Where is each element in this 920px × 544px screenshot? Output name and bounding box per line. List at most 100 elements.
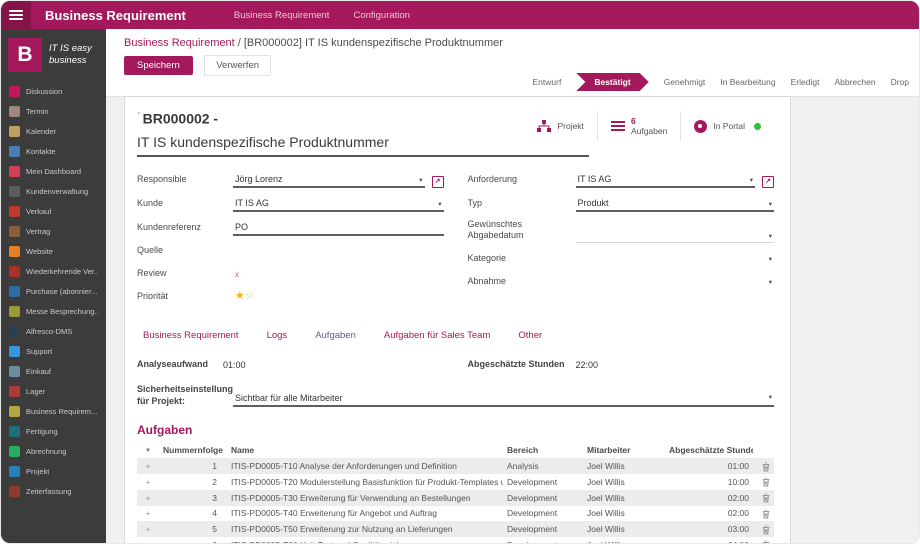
- drag-handle-icon[interactable]: +: [145, 524, 151, 535]
- status-step-drop[interactable]: Drop: [890, 77, 909, 87]
- sidebar-item-verkauf[interactable]: Verkauf: [1, 201, 106, 221]
- sidebar-item-abrechnung[interactable]: Abrechnung: [1, 441, 106, 461]
- chevron-down-icon[interactable]: ▾: [768, 279, 772, 287]
- field-value[interactable]: x: [233, 266, 444, 282]
- stat-label: Projekt: [557, 121, 584, 132]
- field-value[interactable]: IT IS AG ▾: [575, 171, 755, 188]
- sidebar-item-support[interactable]: Support: [1, 341, 106, 361]
- sidebar-item-kalender[interactable]: Kalender: [1, 121, 106, 141]
- field-value[interactable]: [233, 243, 444, 259]
- column-header-mitarbeiter[interactable]: Mitarbeiter: [587, 445, 631, 456]
- table-row[interactable]: +5 ITIS-PD0005-T50 Erweiterung zur Nutzun…: [137, 521, 774, 538]
- delete-row-icon[interactable]: [753, 474, 774, 490]
- status-step-abbrechen[interactable]: Abbrechen: [834, 77, 876, 87]
- star-empty-icon[interactable]: ☆: [244, 289, 255, 302]
- field-value[interactable]: ★ ☆: [233, 289, 444, 305]
- field-value[interactable]: Produkt ▾: [575, 195, 774, 212]
- drag-handle-icon[interactable]: +: [145, 492, 151, 503]
- company-logo[interactable]: B IT IS easy business: [1, 29, 106, 78]
- chevron-down-icon[interactable]: ▾: [768, 233, 772, 241]
- status-step-genehmigt[interactable]: Genehmigt: [663, 77, 706, 87]
- task-hours: 04:00: [665, 537, 753, 543]
- portal-stat-button[interactable]: In Portal: [680, 111, 774, 142]
- table-row[interactable]: +3 ITIS-PD0005-T30 Erweiterung für Verwen…: [137, 489, 774, 506]
- field-gewünschtes-abgabedatum: Gewünschtes Abgabedatum ▾: [468, 219, 774, 244]
- sidebar-item-zeiterfassung[interactable]: Zeiterfassung: [1, 481, 106, 501]
- tab-other[interactable]: Other: [518, 329, 543, 341]
- sort-indicator-icon[interactable]: ▾: [146, 447, 150, 455]
- menu-configuration[interactable]: Configuration: [353, 9, 410, 21]
- drag-handle-icon[interactable]: +: [145, 476, 151, 487]
- menu-business-requirement[interactable]: Business Requirement: [233, 9, 330, 21]
- delete-row-icon[interactable]: [753, 490, 774, 506]
- field-value[interactable]: ▾: [576, 273, 775, 289]
- status-step-erledigt[interactable]: Erledigt: [790, 77, 820, 87]
- task-name: ITIS-PD0005-T60 Unit-Test und Qualitätss…: [227, 537, 503, 543]
- column-header-abgeschätzte-stunden[interactable]: Abgeschätzte Stunden: [669, 445, 753, 456]
- star-filled-icon[interactable]: ★: [235, 289, 245, 302]
- column-header-nummernfolge[interactable]: Nummernfolge: [163, 445, 223, 456]
- delete-row-icon[interactable]: [753, 521, 774, 537]
- delete-row-icon[interactable]: [753, 458, 774, 474]
- column-header-bereich[interactable]: Bereich: [507, 445, 539, 456]
- field-value[interactable]: IT IS AG ▾: [233, 195, 444, 212]
- sidebar-item-website[interactable]: Website: [1, 241, 106, 261]
- field-responsible: Responsible Jörg Lorenz ▾ ↗: [137, 171, 444, 188]
- tab-aufgaben-für-sales-team[interactable]: Aufgaben für Sales Team: [383, 329, 491, 341]
- sidebar-item-mein-dashboard[interactable]: Mein Dashboard: [1, 161, 106, 181]
- sidebar-item-alfresco-dms[interactable]: Alfresco-DMS: [1, 321, 106, 341]
- stat-buttons: Projekt 6 Aufgaben In Portal: [524, 111, 774, 142]
- chevron-down-icon[interactable]: ▾: [768, 200, 772, 208]
- apps-menu-icon[interactable]: [1, 1, 31, 29]
- tab-aufgaben[interactable]: Aufgaben: [315, 329, 356, 341]
- status-step-in-bearbeitung[interactable]: In Bearbeitung: [720, 77, 776, 87]
- tab-business-requirement[interactable]: Business Requirement: [143, 329, 239, 341]
- chevron-down-icon[interactable]: ▾: [768, 394, 772, 402]
- tab-logs[interactable]: Logs: [266, 329, 288, 341]
- table-row[interactable]: +1 ITIS-PD0005-T10 Analyse der Anforderun…: [137, 458, 774, 475]
- column-header-name[interactable]: Name: [231, 445, 255, 456]
- status-step-entwurf[interactable]: Entwurf: [532, 77, 562, 87]
- project-stat-button[interactable]: Projekt: [524, 111, 596, 141]
- external-link-icon[interactable]: ↗: [431, 175, 444, 188]
- sidebar-item-kontakte[interactable]: Kontakte: [1, 141, 106, 161]
- top-bar: Business Requirement Business Requiremen…: [1, 1, 919, 29]
- tasks-stat-button[interactable]: 6 Aufgaben: [596, 111, 680, 142]
- field-value[interactable]: ▾: [576, 250, 775, 266]
- delete-row-icon[interactable]: [753, 506, 774, 522]
- sidebar-item-wiederkehrende-ver[interactable]: Wiederkehrende Ver...: [1, 261, 106, 281]
- sidebar-item-diskussion[interactable]: Diskussion: [1, 81, 106, 101]
- drag-handle-icon[interactable]: +: [145, 508, 151, 519]
- status-step-bestätigt[interactable]: Bestätigt: [576, 73, 648, 91]
- sidebar-item-messe-besprechung[interactable]: Messe Besprechung...: [1, 301, 106, 321]
- sidebar-item-purchase-abonnier[interactable]: Purchase (abonnier...: [1, 281, 106, 301]
- sidebar-item-projekt[interactable]: Projekt: [1, 461, 106, 481]
- chevron-down-icon[interactable]: ▾: [438, 200, 442, 208]
- sidebar-item-kundenverwaltung[interactable]: Kundenverwaltung: [1, 181, 106, 201]
- sidebar-item-business-requirem[interactable]: Business Requirem...: [1, 401, 106, 421]
- chevron-down-icon[interactable]: ▾: [768, 256, 772, 264]
- record-title-input[interactable]: IT IS kundenspezifische Produktnummer: [137, 127, 589, 157]
- sidebar-item-lager[interactable]: Lager: [1, 381, 106, 401]
- discard-button[interactable]: Verwerfen: [204, 55, 272, 76]
- table-row[interactable]: +6ITIS-PD0005-T60 Unit-Test und Qualität…: [137, 537, 774, 543]
- sidebar-item-termin[interactable]: Termin: [1, 101, 106, 121]
- security-select[interactable]: Sichtbar für alle Mitarbeiter ▾: [233, 393, 774, 408]
- sidebar-item-vertrag[interactable]: Vertrag: [1, 221, 106, 241]
- field-value[interactable]: Jörg Lorenz ▾: [233, 171, 425, 188]
- table-row[interactable]: +2 ITIS-PD0005-T20 Modulerstellung Basisf…: [137, 474, 774, 490]
- sidebar-item-fertigung[interactable]: Fertigung: [1, 421, 106, 441]
- chevron-down-icon[interactable]: ▾: [749, 176, 753, 184]
- field-value[interactable]: ▾: [575, 227, 774, 244]
- external-link-icon[interactable]: ↗: [762, 175, 774, 188]
- drag-handle-icon[interactable]: +: [145, 461, 151, 472]
- save-button[interactable]: Speichern: [124, 56, 193, 75]
- table-row[interactable]: +4 ITIS-PD0005-T40 Erweiterung für Angebo…: [137, 506, 774, 522]
- field-value[interactable]: PO: [233, 219, 444, 236]
- sidebar-item-einkauf[interactable]: Einkauf: [1, 361, 106, 381]
- field-value[interactable]: 01:00: [223, 359, 246, 370]
- drag-handle-icon[interactable]: +: [137, 537, 159, 543]
- chevron-down-icon[interactable]: ▾: [419, 176, 423, 184]
- delete-row-icon[interactable]: [753, 537, 774, 543]
- breadcrumb-link[interactable]: Business Requirement: [124, 37, 235, 49]
